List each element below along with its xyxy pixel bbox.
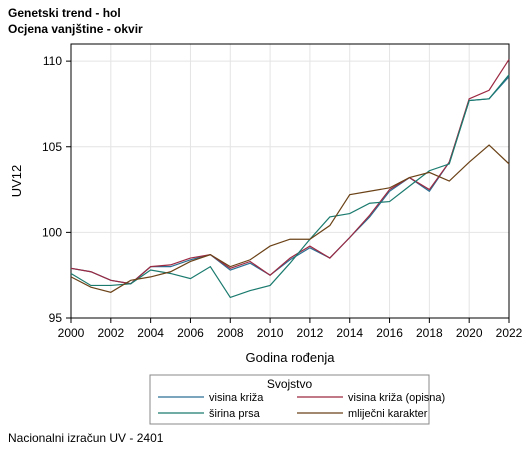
legend: Svojstvo visina križa visina križa (opisn… (149, 374, 445, 425)
legend-entry: visina križa (209, 392, 264, 404)
series-line (70, 74, 510, 299)
x-axis-title: Godina rođenja (246, 350, 336, 365)
x-axis: 2000 2002 2004 2006 2008 2010 2012 2014 2016 2018… (58, 318, 523, 340)
grid (70, 44, 510, 319)
x-tick-label: 2002 (97, 326, 124, 340)
series-line (70, 76, 510, 285)
x-tick-label: 2012 (297, 326, 324, 340)
x-tick-label: 2010 (257, 326, 284, 340)
series-lines (70, 59, 510, 299)
plot-frame (70, 43, 510, 319)
footnote: Nacionalni izračun UV - 2401 (8, 431, 164, 445)
legend-entry: visina križa (opisna) (348, 392, 445, 404)
x-tick-label: 2008 (217, 326, 244, 340)
y-tick-label: 110 (43, 54, 62, 68)
x-tick-label: 2016 (376, 326, 403, 340)
y-tick-label: 95 (49, 311, 63, 325)
series-line (70, 59, 510, 285)
y-tick-label: 100 (42, 225, 62, 239)
legend-entry: mliječni karakter (348, 408, 428, 420)
x-tick-label: 2020 (456, 326, 483, 340)
x-tick-label: 2014 (336, 326, 363, 340)
y-axis: 95 100 105 110 (42, 54, 71, 325)
series-line (70, 144, 510, 293)
y-axis-title: UV12 (9, 165, 24, 198)
x-tick-label: 2004 (137, 326, 164, 340)
x-tick-label: 2018 (416, 326, 443, 340)
x-tick-label: 2006 (177, 326, 204, 340)
legend-entry: širina prsa (209, 408, 261, 420)
x-tick-label: 2022 (496, 326, 523, 340)
legend-box (149, 374, 430, 425)
legend-title: Svojstvo (267, 377, 313, 391)
chart-subtitle: Ocjena vanjštine - okvir (8, 22, 143, 36)
x-tick-label: 2000 (58, 326, 85, 340)
y-tick-label: 105 (42, 140, 62, 154)
chart-title: Genetski trend - hol (8, 6, 121, 20)
